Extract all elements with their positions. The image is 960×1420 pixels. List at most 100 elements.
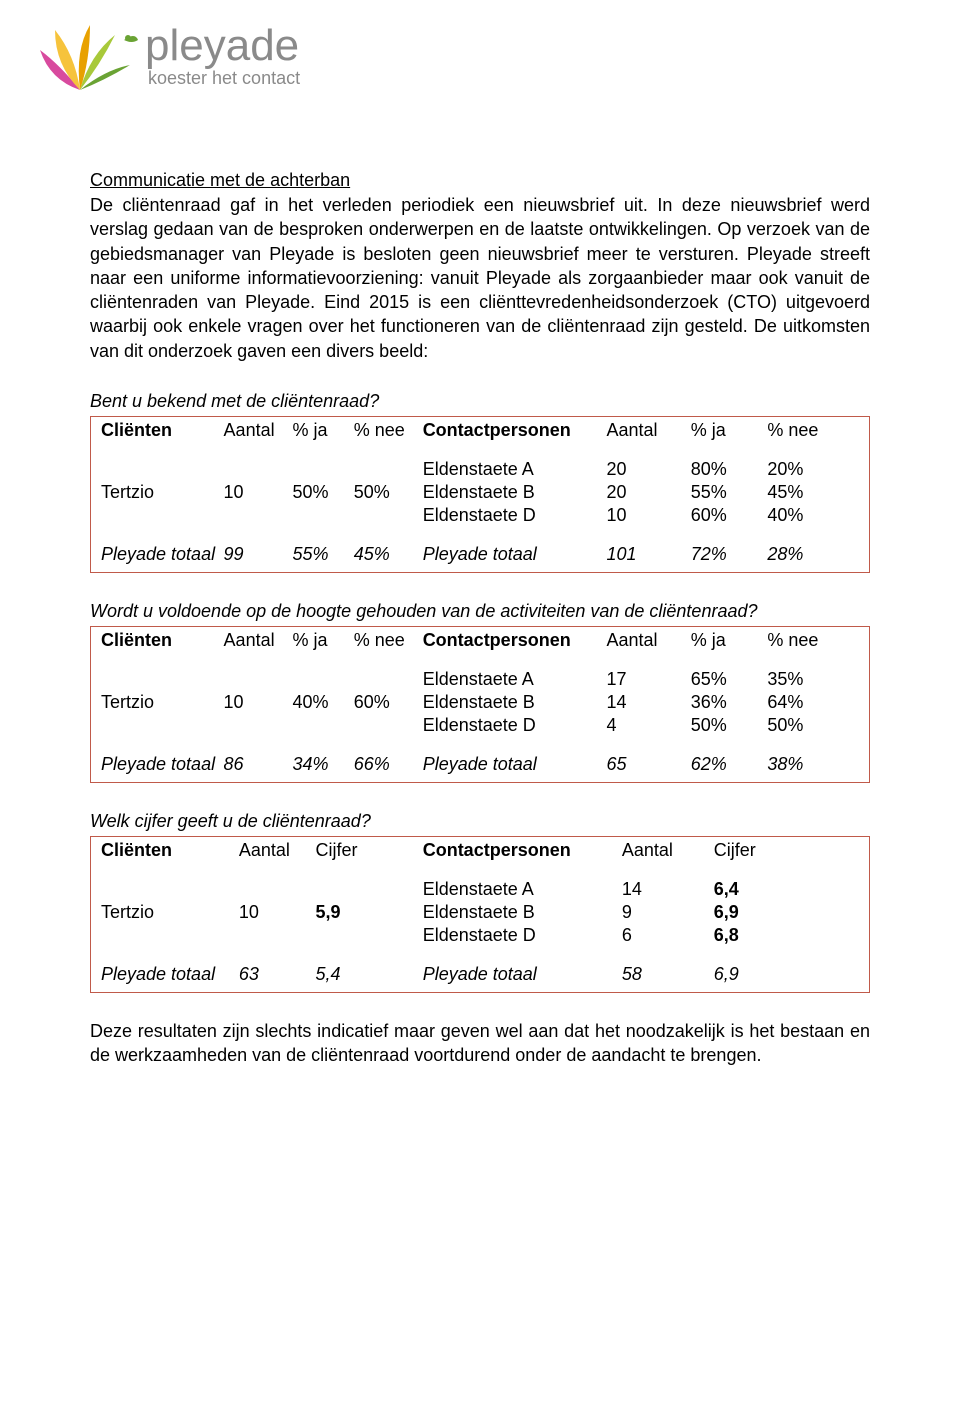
cell: 20 xyxy=(603,481,687,504)
cell: 64% xyxy=(763,691,863,714)
cell: 55% xyxy=(687,481,764,504)
cell: 99 xyxy=(220,543,289,566)
col-head: % nee xyxy=(350,629,419,652)
section-heading: Communicatie met de achterban xyxy=(90,170,870,191)
table-row: Tertzio 10 5,9 Eldenstaete B 9 6,9 xyxy=(97,901,863,924)
total-label: Pleyade totaal xyxy=(97,963,235,986)
cell: 101 xyxy=(603,543,687,566)
total-label: Pleyade totaal xyxy=(97,543,220,566)
col-head: % ja xyxy=(687,629,764,652)
col-head: % nee xyxy=(350,419,419,442)
logo-tagline-text: koester het contact xyxy=(148,68,300,88)
table-row: Eldenstaete A 17 65% 35% xyxy=(97,668,863,691)
table-row: Eldenstaete A 14 6,4 xyxy=(97,878,863,901)
table-1: Cliënten Aantal % ja % nee Contactperson… xyxy=(97,419,863,566)
cell: 60% xyxy=(687,504,764,527)
table-row: Pleyade totaal 63 5,4 Pleyade totaal 58 … xyxy=(97,963,863,986)
table-3-wrap: Cliënten Aantal Cijfer Contactpersonen A… xyxy=(90,836,870,993)
total-label: Pleyade totaal xyxy=(419,543,603,566)
cell: Eldenstaete A xyxy=(419,878,618,901)
col-head: Contactpersonen xyxy=(419,629,603,652)
cell: 80% xyxy=(687,458,764,481)
col-head: Aantal xyxy=(235,839,312,862)
col-head: Aantal xyxy=(220,629,289,652)
table-2-wrap: Cliënten Aantal % ja % nee Contactperson… xyxy=(90,626,870,783)
cell: 20% xyxy=(763,458,863,481)
table-row: Pleyade totaal 86 34% 66% Pleyade totaal… xyxy=(97,753,863,776)
cell: 50% xyxy=(350,481,419,504)
cell: 36% xyxy=(687,691,764,714)
col-head: Aantal xyxy=(603,419,687,442)
cell: Eldenstaete D xyxy=(419,504,603,527)
intro-paragraph: De cliëntenraad gaf in het verleden peri… xyxy=(90,193,870,363)
cell: 4 xyxy=(603,714,687,737)
col-head: % ja xyxy=(288,629,349,652)
logo-brand-text: pleyade xyxy=(145,21,299,70)
closing-paragraph: Deze resultaten zijn slechts indicatief … xyxy=(90,1019,870,1068)
cell: Tertzio xyxy=(97,901,235,924)
cell: 45% xyxy=(350,543,419,566)
question-1: Bent u bekend met de cliëntenraad? xyxy=(90,391,870,412)
table-row: Cliënten Aantal Cijfer Contactpersonen A… xyxy=(97,839,863,862)
cell: Eldenstaete A xyxy=(419,458,603,481)
cell: 72% xyxy=(687,543,764,566)
table-row: Eldenstaete D 4 50% 50% xyxy=(97,714,863,737)
cell: 6,9 xyxy=(710,901,863,924)
cell: 14 xyxy=(618,878,710,901)
cell: 6,8 xyxy=(710,924,863,947)
table-row: Tertzio 10 50% 50% Eldenstaete B 20 55% … xyxy=(97,481,863,504)
col-head: Cijfer xyxy=(311,839,418,862)
cell: Eldenstaete A xyxy=(419,668,603,691)
cell: 45% xyxy=(763,481,863,504)
cell: 5,4 xyxy=(311,963,418,986)
col-head: Aantal xyxy=(603,629,687,652)
cell: Eldenstaete D xyxy=(419,714,603,737)
table-1-wrap: Cliënten Aantal % ja % nee Contactperson… xyxy=(90,416,870,573)
cell: 50% xyxy=(763,714,863,737)
cell: Tertzio xyxy=(97,481,220,504)
cell: 28% xyxy=(763,543,863,566)
cell: 35% xyxy=(763,668,863,691)
cell: 14 xyxy=(603,691,687,714)
cell: 40% xyxy=(763,504,863,527)
cell: 9 xyxy=(618,901,710,924)
cell: 55% xyxy=(288,543,349,566)
table-2: Cliënten Aantal % ja % nee Contactperson… xyxy=(97,629,863,776)
page: pleyade koester het contact Communicatie… xyxy=(0,0,960,1126)
cell: 10 xyxy=(603,504,687,527)
cell: 10 xyxy=(220,691,289,714)
table-row: Eldenstaete D 10 60% 40% xyxy=(97,504,863,527)
cell: 6 xyxy=(618,924,710,947)
cell: 17 xyxy=(603,668,687,691)
col-head: % ja xyxy=(687,419,764,442)
table-3: Cliënten Aantal Cijfer Contactpersonen A… xyxy=(97,839,863,986)
col-head: Contactpersonen xyxy=(419,839,618,862)
col-head: Contactpersonen xyxy=(419,419,603,442)
cell: Eldenstaete B xyxy=(419,691,603,714)
col-head: Cliënten xyxy=(97,839,235,862)
cell: 86 xyxy=(220,753,289,776)
cell: 60% xyxy=(350,691,419,714)
col-head: Cliënten xyxy=(97,419,220,442)
col-head: % nee xyxy=(763,629,863,652)
cell: 34% xyxy=(288,753,349,776)
cell: 40% xyxy=(288,691,349,714)
col-head: % nee xyxy=(763,419,863,442)
total-label: Pleyade totaal xyxy=(419,963,618,986)
cell: Eldenstaete B xyxy=(419,901,618,924)
logo: pleyade koester het contact xyxy=(0,0,960,120)
cell: 10 xyxy=(220,481,289,504)
content-area: Communicatie met de achterban De cliënte… xyxy=(0,120,960,1068)
cell: 5,9 xyxy=(311,901,418,924)
table-row: Pleyade totaal 99 55% 45% Pleyade totaal… xyxy=(97,543,863,566)
cell: 6,9 xyxy=(710,963,863,986)
question-3: Welk cijfer geeft u de cliëntenraad? xyxy=(90,811,870,832)
question-2: Wordt u voldoende op de hoogte gehouden … xyxy=(90,601,870,622)
cell: 10 xyxy=(235,901,312,924)
col-head: Cijfer xyxy=(710,839,863,862)
cell: 38% xyxy=(763,753,863,776)
col-head: % ja xyxy=(288,419,349,442)
logo-svg: pleyade koester het contact xyxy=(10,10,370,120)
col-head: Aantal xyxy=(618,839,710,862)
total-label: Pleyade totaal xyxy=(419,753,603,776)
